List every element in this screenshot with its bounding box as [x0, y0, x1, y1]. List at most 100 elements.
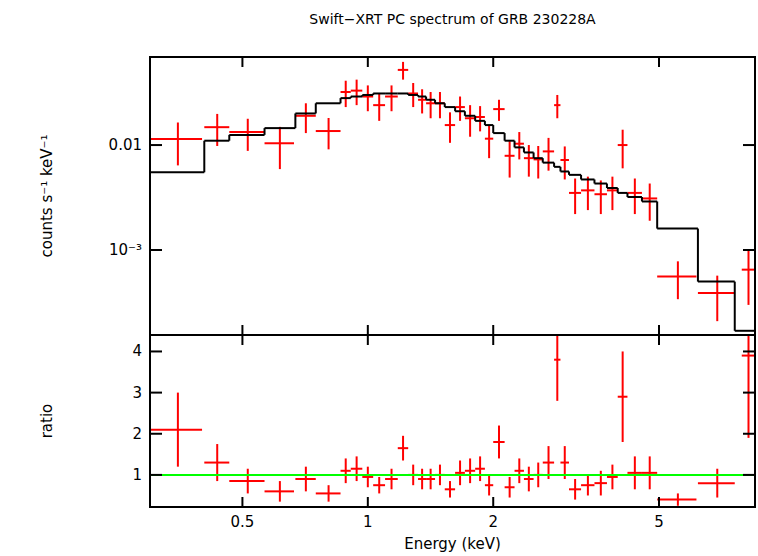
y-error-bar: [537, 146, 539, 179]
y-error-bar: [469, 458, 471, 483]
model-step: [607, 187, 618, 189]
data-point: [698, 469, 735, 498]
model-step: [265, 127, 296, 129]
x-error-bar: [150, 138, 202, 140]
x-tick: [241, 57, 243, 67]
model-step: [594, 183, 606, 185]
y-error-bar: [677, 261, 679, 299]
data-point: [426, 92, 435, 118]
data-point: [445, 481, 455, 497]
x-tick: [492, 497, 494, 507]
x-tick: [367, 335, 369, 345]
data-point: [485, 125, 493, 158]
data-point: [569, 179, 581, 215]
data-point: [475, 456, 485, 481]
step-riser: [656, 201, 658, 228]
y-tick-label: 10⁻³: [109, 241, 142, 259]
data-point: [150, 393, 202, 467]
y-error-bar: [305, 103, 307, 133]
y-error-bar: [574, 479, 576, 500]
y-tick: [150, 392, 162, 394]
data-point: [341, 458, 351, 483]
data-point: [543, 138, 554, 171]
plot-area: [150, 335, 755, 506]
data-point: [581, 177, 594, 210]
frame: [150, 57, 755, 335]
data-point: [657, 493, 696, 505]
data-point: [362, 85, 373, 111]
y-error-bar: [634, 456, 636, 489]
x-tick: [658, 335, 660, 345]
model-step: [418, 96, 426, 98]
y-axis-label: counts s⁻¹ keV⁻¹: [38, 135, 56, 258]
model-step: [150, 171, 204, 173]
y-tick-label: 4: [132, 342, 142, 360]
model-step: [698, 281, 735, 283]
x-error-bar: [657, 499, 696, 501]
background: [0, 0, 758, 556]
y-error-bar: [622, 351, 624, 442]
y-error-bar: [430, 469, 432, 490]
data-point: [554, 95, 560, 118]
data-point: [493, 426, 504, 459]
model-step: [534, 157, 543, 159]
y-error-bar: [402, 62, 404, 80]
y-error-bar: [391, 85, 393, 111]
step-riser: [203, 141, 205, 173]
data-point: [398, 62, 408, 80]
x-tick: [658, 497, 660, 507]
data-point: [435, 92, 445, 118]
x-error-bar: [657, 275, 696, 277]
data-point: [445, 112, 455, 142]
data-point: [742, 250, 755, 305]
y-error-bar: [509, 477, 511, 498]
x-tick-label: 5: [654, 513, 664, 531]
y-error-bar: [328, 485, 330, 501]
y-error-bar: [587, 475, 589, 496]
step-riser: [315, 103, 317, 113]
model-step: [543, 162, 554, 164]
y-error-bar: [177, 393, 179, 467]
model-step: [426, 99, 435, 101]
x-axis-label: Energy (keV): [404, 535, 501, 553]
model-step: [455, 110, 465, 112]
y-error-bar: [564, 146, 566, 179]
y-tick-label: 0.01: [109, 136, 142, 154]
y-tick-label: 1: [132, 466, 142, 484]
data-point: [265, 481, 294, 502]
x-tick: [367, 57, 369, 67]
y-error-bar: [449, 112, 451, 142]
data-point: [475, 106, 485, 131]
y-error-bar: [402, 436, 404, 461]
y-tick: [743, 474, 755, 476]
model-step: [316, 102, 341, 104]
y-error-bar: [177, 122, 179, 165]
data-point: [515, 132, 524, 159]
y-error-bar: [528, 145, 530, 177]
y-error-bar: [449, 481, 451, 497]
y-error-bar: [328, 118, 330, 149]
model-step: [295, 112, 315, 114]
data-point: [385, 85, 398, 111]
y-error-bar: [279, 481, 281, 502]
data-point: [265, 127, 294, 169]
data-point: [295, 467, 315, 492]
y-error-bar: [509, 141, 511, 177]
data-point: [642, 456, 657, 489]
data-point: [351, 80, 363, 106]
model-step: [560, 170, 569, 172]
data-point: [524, 467, 534, 492]
data-point: [373, 477, 385, 493]
model-step: [642, 200, 657, 202]
x-error-bar: [150, 429, 202, 431]
x-tick: [367, 497, 369, 507]
data-point: [316, 485, 341, 501]
data-point: [642, 184, 657, 221]
y-error-bar: [716, 469, 718, 498]
y-error-bar: [498, 426, 500, 459]
step-riser: [294, 113, 296, 128]
model-step: [435, 102, 445, 104]
data-point: [515, 458, 524, 483]
model-step: [485, 124, 493, 126]
model-step: [362, 94, 373, 96]
